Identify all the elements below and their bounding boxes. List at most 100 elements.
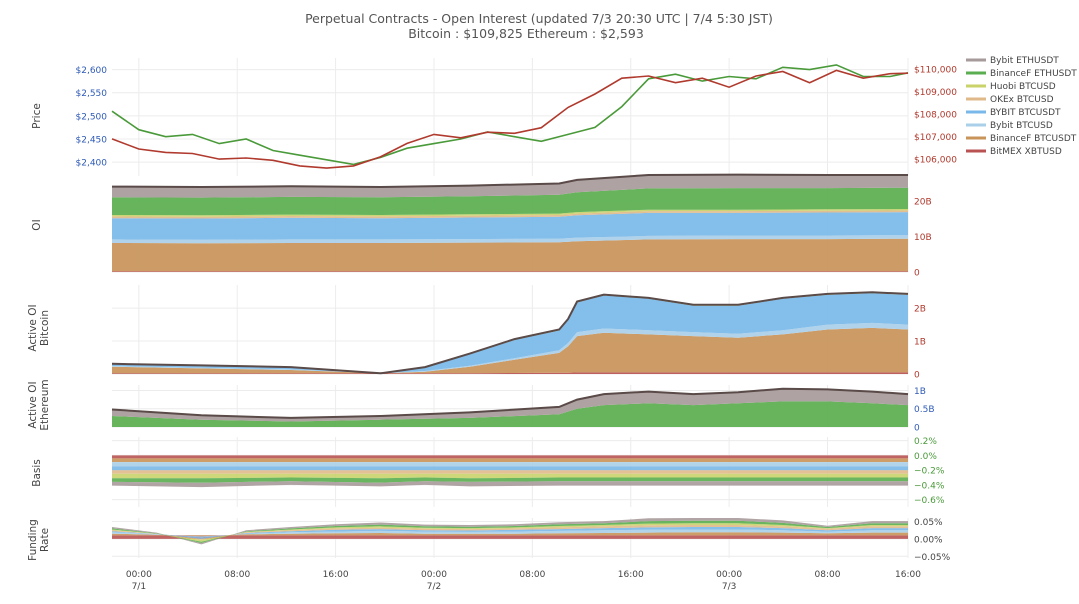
legend-label: BitMEX XBTUSD — [990, 147, 1062, 157]
y-left-tick-label: $2,450 — [76, 135, 108, 145]
x-tick-label: 08:00 — [815, 570, 841, 580]
band-okex-btcusd — [112, 470, 908, 474]
legend-label: OKEx BTCUSD — [990, 95, 1054, 105]
band-binancef-ethusdt — [112, 520, 908, 543]
x-tick-label: 00:00 — [126, 570, 152, 580]
band-bybit-ethusdt — [112, 518, 908, 545]
x-tick-date: 7/2 — [427, 582, 441, 592]
y-axis-title: OI — [31, 219, 43, 230]
band-huobi-btcusd — [112, 473, 908, 479]
y-tick-label: 10B — [914, 233, 932, 243]
chart-subtitle: Bitcoin : $109,825 Ethereum : $2,593 — [408, 26, 644, 41]
legend-label: BinanceF ETHUSDT — [990, 69, 1077, 79]
price-line-ethereum — [111, 64, 909, 166]
y-left-tick-label: $2,400 — [76, 159, 108, 169]
band-binancef-btcusdt — [112, 458, 908, 463]
y-axis-title: Price — [31, 103, 43, 129]
legend-label: Bybit ETHUSDT — [990, 56, 1059, 66]
y-right-tick-label: $107,000 — [914, 133, 957, 143]
panel-basis: Basis 0.2% 0.0% −0.2% −0.4% −0.6% — [31, 437, 945, 507]
x-tick-date: 7/1 — [132, 582, 146, 592]
area-bybit-btcusdt — [112, 293, 908, 374]
legend-label: BinanceF BTCUSDT — [990, 134, 1077, 144]
x-tick-label: 00:00 — [716, 570, 742, 580]
y-tick-label: 2B — [914, 305, 926, 315]
y-tick-label: 20B — [914, 198, 932, 208]
x-tick-date: 7/3 — [722, 582, 736, 592]
x-tick-label: 16:00 — [618, 570, 644, 580]
band-bybit-btcusd — [112, 462, 908, 467]
stack-top-line — [111, 291, 909, 375]
area-bitmex-xbtusd — [112, 372, 908, 374]
y-axis-title: Active OIBitcoin — [27, 304, 51, 351]
band-bybit-btcusdt — [112, 466, 908, 471]
x-tick-label: 16:00 — [323, 570, 349, 580]
band-okex-btcusd — [112, 525, 908, 540]
y-tick-label: −0.6% — [914, 496, 945, 506]
area-bitmex-xbtusd — [112, 271, 908, 272]
panel-oi: OI 20B 10B 0 — [31, 173, 932, 279]
y-tick-label: 0 — [914, 269, 920, 279]
band-binancef-btcusdt — [112, 532, 908, 537]
y-axis-title: Active OIEthereum — [27, 379, 51, 430]
legend-label: Bybit BTCUSD — [990, 121, 1053, 131]
x-tick-label: 08:00 — [224, 570, 250, 580]
area-okex-btcusd — [112, 210, 908, 219]
panel-active_oi_eth: Active OIEthereum 1B 0.5B 0 — [27, 379, 935, 433]
x-tick-label: 08:00 — [519, 570, 545, 580]
band-huobi-btcusd — [112, 523, 908, 542]
y-axis-title: Basis — [31, 459, 43, 487]
x-tick-label: 00:00 — [421, 570, 447, 580]
area-bybit-btcusdt — [112, 212, 908, 240]
x-tick-label: 16:00 — [895, 570, 921, 580]
y-tick-label: 1B — [914, 338, 926, 348]
stack-top-line — [111, 173, 908, 189]
band-bitmex-xbtusd — [112, 535, 908, 539]
y-right-tick-label: $106,000 — [914, 156, 957, 166]
y-tick-label: 0 — [914, 424, 920, 434]
y-left-tick-label: $2,600 — [76, 66, 108, 76]
y-tick-label: −0.2% — [914, 467, 945, 477]
legend-label: Huobi BTCUSD — [990, 82, 1056, 92]
panel-price: Price $2,600 $2,550 $2,500 $2,450 $2,400 $110,… — [31, 58, 957, 176]
y-axis-title: FundingRate — [27, 519, 51, 561]
panels: Price $2,600 $2,550 $2,500 $2,450 $2,400 $110,… — [27, 58, 957, 563]
y-tick-label: 0.00% — [914, 535, 943, 545]
area-binancef-ethusdt — [112, 187, 908, 216]
area-bybit-ethusdt — [112, 174, 908, 198]
price-line-bitcoin — [111, 69, 909, 169]
chart-title: Perpetual Contracts - Open Interest (upd… — [305, 11, 773, 26]
y-tick-label: 0 — [914, 371, 920, 381]
y-tick-label: 0.5B — [914, 405, 935, 415]
y-right-tick-label: $108,000 — [914, 111, 957, 121]
legend: Bybit ETHUSDT BinanceF ETHUSDT Huobi BTCUS… — [966, 56, 1077, 157]
band-bitmex-xbtusd — [112, 455, 908, 459]
legend-label: BYBIT BTCUSDT — [990, 108, 1061, 118]
x-axis: 00:00 7/1 08:00 16:00 00:00 7/2 08:00 16:00 00:0… — [126, 570, 921, 592]
band-bybit-btcusdt — [112, 527, 908, 539]
area-binancef-btcusdt — [112, 327, 908, 374]
y-tick-label: 0.2% — [914, 437, 937, 447]
y-right-tick-label: $110,000 — [914, 66, 957, 76]
y-left-tick-label: $2,500 — [76, 112, 108, 122]
panel-funding_rate: FundingRate 0.05% 0.00% −0.05% — [27, 518, 951, 563]
y-tick-label: 0.0% — [914, 452, 937, 462]
area-binancef-ethusdt — [112, 401, 908, 427]
area-huobi-btcusd — [112, 209, 908, 217]
area-binancef-btcusdt — [112, 238, 908, 272]
stack-top-line — [111, 387, 909, 419]
band-bybit-btcusd — [112, 529, 908, 538]
y-tick-label: −0.4% — [914, 481, 945, 491]
y-tick-label: −0.05% — [914, 553, 951, 563]
area-bybit-btcusd — [112, 322, 908, 374]
area-bybit-btcusd — [112, 235, 908, 244]
band-binancef-ethusdt — [112, 477, 908, 483]
y-left-tick-label: $2,550 — [76, 89, 108, 99]
band-bybit-ethusdt — [112, 481, 908, 488]
y-tick-label: 0.05% — [914, 518, 943, 528]
y-right-tick-label: $109,000 — [914, 88, 957, 98]
area-bybit-ethusdt — [112, 388, 908, 422]
panel-active_oi_btc: Active OIBitcoin 2B 1B 0 — [27, 285, 926, 381]
y-tick-label: 1B — [914, 387, 926, 397]
